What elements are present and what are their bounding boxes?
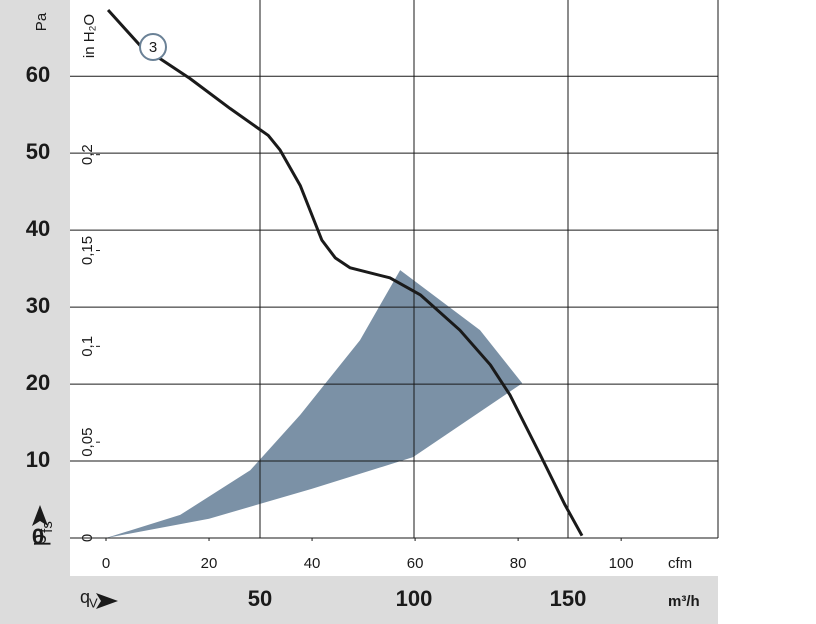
- x-arrow: [96, 593, 118, 609]
- x-symbol: q: [80, 587, 90, 607]
- x2-unit: m³/h: [668, 593, 700, 610]
- y-tick-label: 50: [26, 139, 50, 164]
- y-tick-label: 30: [26, 293, 50, 318]
- x-tick-label: 0: [102, 555, 110, 572]
- x2-tick-label: 150: [550, 586, 587, 611]
- y-symbol: p: [26, 534, 51, 546]
- fan-curve: [106, 8, 584, 537]
- y-tick-label: 60: [26, 62, 50, 87]
- legend-label: 3: [149, 39, 157, 56]
- x-symbol-sub: V: [89, 595, 98, 610]
- y2-tick-label: 0,15: [79, 236, 96, 265]
- x-unit: cfm: [668, 555, 692, 572]
- curve-badge: [139, 33, 167, 61]
- x-tick-label: 40: [304, 555, 321, 572]
- y-arrow: [32, 505, 48, 526]
- x-tick-label: 100: [609, 555, 634, 572]
- y-tick-label: 20: [26, 370, 50, 395]
- x2-tick-label: 50: [248, 586, 272, 611]
- y-tick-label: 0: [32, 524, 44, 549]
- x2-tick-label: 100: [396, 586, 433, 611]
- x-tick-label: 60: [407, 555, 424, 572]
- operating-range: [106, 270, 523, 538]
- y2-tick-label: 0: [79, 534, 96, 542]
- y-tick-label: 40: [26, 216, 50, 241]
- y-label: Pa: [33, 12, 50, 31]
- x-tick-label: 20: [201, 555, 218, 572]
- bottom-panel: [70, 576, 718, 624]
- y2-tick-label: 0,05: [79, 428, 96, 457]
- y-tick-label: 10: [26, 447, 50, 472]
- y-symbol-sub: fs: [39, 521, 56, 533]
- x-tick-label: 80: [510, 555, 527, 572]
- y2-tick-label: 0,2: [79, 144, 96, 165]
- y2-label: in H₂O: [81, 14, 98, 58]
- y2-tick-label: 0,1: [79, 336, 96, 357]
